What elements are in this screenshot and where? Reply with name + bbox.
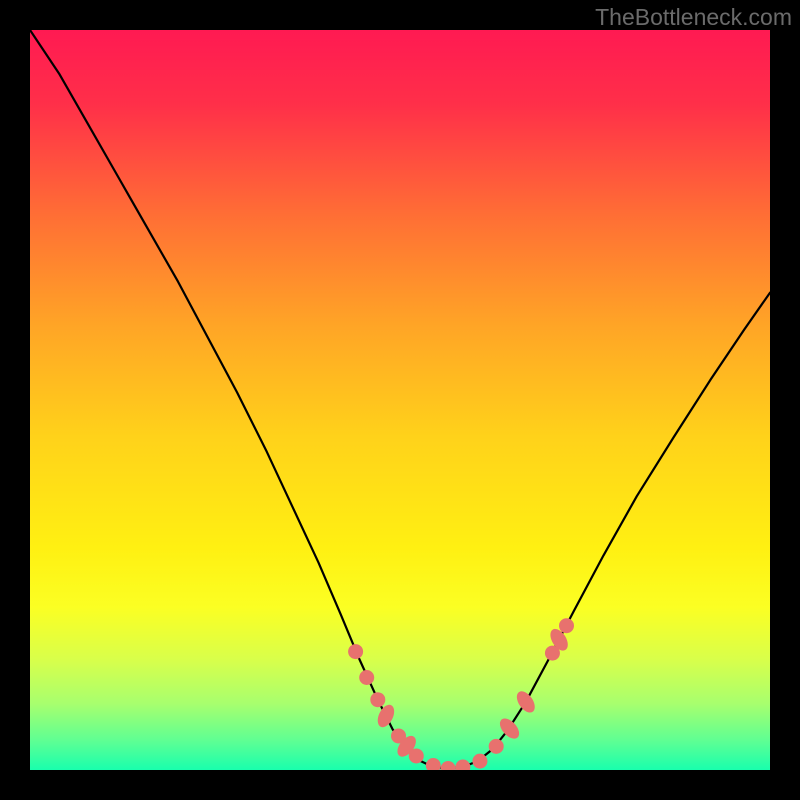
marker-dot xyxy=(472,754,487,769)
marker-dot xyxy=(348,644,363,659)
chart-frame: TheBottleneck.com xyxy=(0,0,800,800)
plot-background xyxy=(30,30,770,770)
plot-area xyxy=(30,30,770,770)
marker-dot xyxy=(359,670,374,685)
watermark-text: TheBottleneck.com xyxy=(595,4,792,31)
marker-dot xyxy=(559,618,574,633)
chart-svg xyxy=(30,30,770,770)
marker-dot xyxy=(489,739,504,754)
marker-dot xyxy=(370,692,385,707)
